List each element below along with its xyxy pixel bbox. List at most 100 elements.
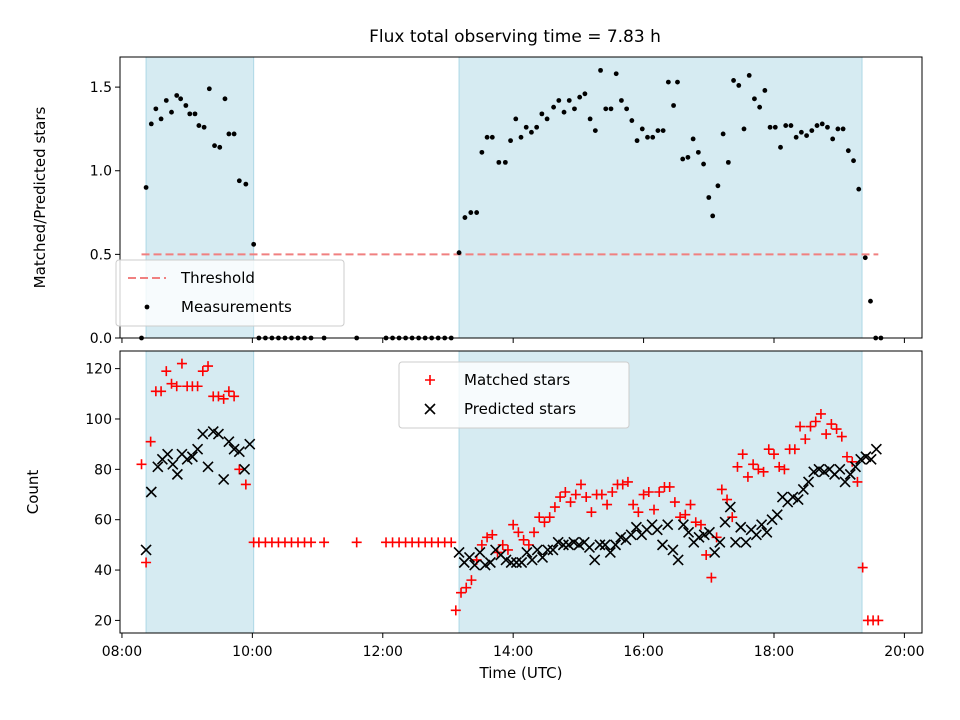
measurement-point — [629, 118, 635, 123]
legend-measurement-swatch — [144, 304, 150, 310]
measurement-point — [572, 106, 577, 112]
matched-point — [482, 532, 493, 543]
measurement-point — [169, 109, 174, 115]
measurement-point — [809, 128, 815, 133]
matched-point — [523, 539, 534, 550]
measurement-point — [479, 149, 485, 155]
matched-point — [774, 461, 785, 472]
matched-point — [873, 615, 884, 626]
measurement-point — [231, 131, 237, 137]
predicted-point — [839, 476, 851, 488]
measurement-point — [868, 298, 873, 304]
matched-point — [685, 499, 696, 510]
measurement-point — [731, 78, 736, 83]
matched-point — [633, 507, 644, 518]
measurement-point — [634, 138, 640, 144]
measurement-point — [619, 98, 624, 103]
matched-point — [836, 431, 847, 442]
measurement-point — [502, 159, 508, 165]
predicted-point — [729, 536, 742, 548]
matched-point — [487, 529, 498, 540]
matched-point — [664, 481, 675, 492]
matched-point — [737, 449, 748, 460]
matched-point — [203, 361, 214, 372]
measurement-point — [496, 159, 502, 165]
y-tick-label: 0.5 — [90, 247, 112, 263]
measurement-point — [804, 133, 809, 139]
legend-box — [115, 259, 345, 327]
matched-point — [176, 358, 187, 369]
measurement-point — [484, 134, 490, 140]
measurement-point — [798, 129, 804, 135]
predicted-point — [521, 546, 533, 558]
predicted-point — [145, 486, 157, 498]
matched-point — [229, 391, 240, 402]
measurement-point — [243, 181, 249, 187]
matched-point — [446, 537, 457, 548]
measurement-point — [226, 131, 232, 137]
predicted-point — [171, 468, 183, 480]
matched-point — [602, 499, 613, 510]
predicted-point — [709, 546, 721, 558]
measurement-point — [695, 149, 701, 155]
measurement-point — [566, 98, 572, 103]
measurement-point — [825, 124, 830, 130]
predicted-point — [683, 526, 695, 538]
matched-point — [171, 381, 182, 392]
matched-point — [857, 562, 868, 573]
matched-point — [643, 487, 654, 497]
matched-point — [815, 408, 826, 419]
shaded-interval — [145, 350, 255, 634]
measurement-point — [856, 186, 862, 192]
legend-matched-swatch — [425, 375, 435, 385]
predicted-point — [233, 446, 245, 458]
predicted-point — [625, 529, 637, 541]
predicted-point — [630, 521, 642, 533]
predicted-point — [474, 546, 486, 558]
measurement-point — [174, 93, 180, 98]
matched-point — [716, 484, 727, 495]
predicted-point — [531, 544, 543, 556]
matched-point — [161, 366, 172, 377]
measurement-point — [715, 183, 721, 189]
measurement-point — [819, 121, 825, 127]
matched-point — [213, 391, 224, 402]
predicted-point — [599, 539, 611, 551]
predicted-point — [542, 544, 554, 556]
matched-point — [810, 416, 821, 427]
measurement-point — [710, 213, 716, 219]
measurement-point — [645, 134, 650, 140]
matched-point — [218, 393, 229, 404]
predicted-point — [536, 551, 549, 564]
matched-point — [223, 386, 234, 397]
matched-point — [192, 381, 203, 392]
matched-point — [732, 461, 743, 472]
measurement-point — [577, 94, 583, 100]
predicted-point — [771, 509, 783, 521]
matched-point — [145, 436, 156, 447]
matched-point — [763, 444, 774, 455]
legend-item: Threshold — [128, 269, 255, 287]
predicted-point — [197, 428, 209, 440]
measurement-point — [196, 123, 202, 128]
measurement-point — [746, 72, 752, 78]
y-tick-label: 20 — [94, 613, 112, 629]
matched-point — [758, 466, 769, 477]
predicted-point — [557, 539, 569, 551]
legend-item: Measurements — [144, 298, 292, 316]
predicted-point — [844, 468, 856, 480]
predicted-point — [583, 541, 596, 553]
predicted-point — [719, 516, 731, 528]
predicted-point — [865, 453, 877, 465]
predicted-point — [834, 463, 846, 475]
matched-point — [234, 464, 245, 475]
matched-point — [575, 479, 586, 490]
matched-point — [476, 539, 487, 550]
measurement-point — [701, 161, 706, 167]
predicted-point — [735, 521, 747, 533]
measurement-point — [752, 96, 757, 102]
axes-frame — [119, 350, 923, 634]
matched-point — [831, 424, 842, 435]
predicted-point — [604, 546, 616, 558]
matched-point — [539, 517, 550, 528]
